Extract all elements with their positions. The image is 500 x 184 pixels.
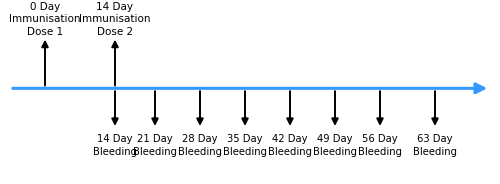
Text: 42 Day
Bleeding: 42 Day Bleeding (268, 134, 312, 157)
Text: 35 Day
Bleeding: 35 Day Bleeding (223, 134, 267, 157)
Text: 14 Day
Bleeding: 14 Day Bleeding (93, 134, 137, 157)
Text: 14 Day
Immunisation
Dose 2: 14 Day Immunisation Dose 2 (79, 2, 151, 37)
Text: 49 Day
Bleeding: 49 Day Bleeding (313, 134, 357, 157)
Text: 63 Day
Bleeding: 63 Day Bleeding (413, 134, 457, 157)
Text: 56 Day
Bleeding: 56 Day Bleeding (358, 134, 402, 157)
Text: 28 Day
Bleeding: 28 Day Bleeding (178, 134, 222, 157)
Text: 21 Day
Bleeding: 21 Day Bleeding (133, 134, 177, 157)
Text: 0 Day
Immunisation
Dose 1: 0 Day Immunisation Dose 1 (9, 2, 81, 37)
